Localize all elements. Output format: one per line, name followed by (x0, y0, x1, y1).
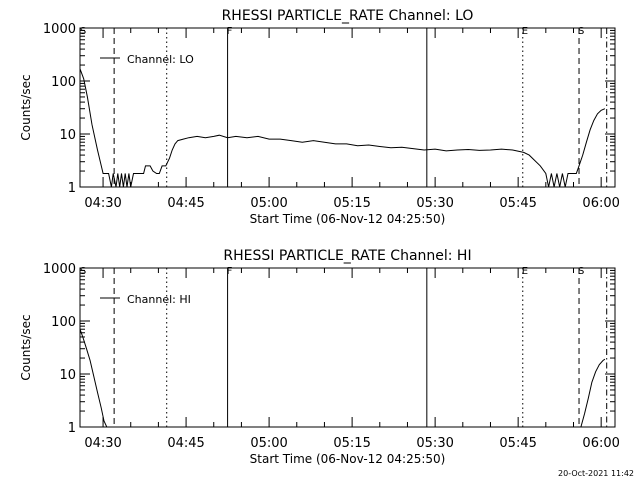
x-tick-label: 05:00 (250, 196, 287, 211)
event-marker-label: E (522, 26, 528, 37)
event-marker-label: S (578, 26, 584, 37)
x-tick-label: 05:45 (499, 436, 536, 451)
y-tick-label: 100 (51, 315, 76, 330)
x-tick-label: 05:30 (416, 196, 453, 211)
y-tick-label: 100 (51, 75, 76, 90)
x-tick-label: 04:30 (84, 436, 121, 451)
y-tick-label: 1000 (43, 22, 76, 37)
event-marker-label: S (80, 266, 86, 277)
y-axis-label: Counts/sec (19, 314, 33, 380)
series-line (79, 68, 606, 188)
event-marker-label: S (80, 26, 86, 37)
x-tick-label: 06:00 (582, 196, 619, 211)
x-tick-label: 05:45 (499, 196, 536, 211)
chart-title: RHESSI PARTICLE_RATE Channel: LO (222, 8, 474, 24)
legend-label: Channel: LO (127, 53, 194, 66)
y-axis-label: Counts/sec (19, 74, 33, 140)
x-tick-label: 06:00 (582, 436, 619, 451)
series-line (79, 329, 606, 428)
legend-label: Channel: HI (127, 293, 191, 306)
event-marker-label: E (522, 266, 528, 277)
x-tick-label: 04:30 (84, 196, 121, 211)
x-tick-label: 04:45 (167, 196, 204, 211)
timestamp-label: 20-Oct-2021 11:42 (558, 469, 634, 478)
x-tick-label: 04:45 (167, 436, 204, 451)
x-tick-label: 05:30 (416, 436, 453, 451)
y-tick-label: 1000 (43, 262, 76, 277)
event-marker-label: F (227, 266, 233, 277)
y-tick-label: 10 (59, 128, 76, 143)
x-axis-label: Start Time (06-Nov-12 04:25:50) (250, 212, 446, 226)
event-marker-label: F (227, 26, 233, 37)
x-tick-label: 05:00 (250, 436, 287, 451)
y-tick-label: 1 (68, 421, 76, 436)
plot-frame (79, 27, 616, 188)
x-tick-label: 05:15 (333, 436, 370, 451)
x-axis-label: Start Time (06-Nov-12 04:25:50) (250, 452, 446, 466)
plot-frame (79, 267, 616, 428)
y-tick-label: 10 (59, 368, 76, 383)
x-tick-label: 05:15 (333, 196, 370, 211)
chart-title: RHESSI PARTICLE_RATE Channel: HI (223, 248, 471, 264)
event-marker-label: S (578, 266, 584, 277)
y-tick-label: 1 (68, 181, 76, 196)
